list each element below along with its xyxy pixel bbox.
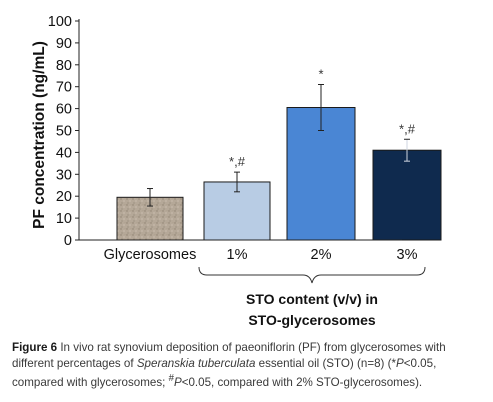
caption-p-value-2: P xyxy=(173,375,182,389)
y-tick-label: 90 xyxy=(56,36,72,52)
bar-chart: PF concentration (ng/mL) 0 10 20 30 40 50 60 70… xyxy=(31,14,442,328)
y-tick-label: 80 xyxy=(56,58,72,74)
bar xyxy=(372,149,442,241)
x-tick-label: 2% xyxy=(311,247,332,263)
significance-label: * xyxy=(318,67,323,82)
y-tick-label: 30 xyxy=(56,167,72,183)
x-axis-ticks: Glycerosomes 1% 2% 3% xyxy=(104,247,418,263)
y-tick-label: 20 xyxy=(56,189,72,205)
x-tick-label: 3% xyxy=(397,247,418,263)
significance-label: *,# xyxy=(399,121,416,136)
group-label-line1: STO content (v/v) in xyxy=(246,291,378,307)
caption-text-1: In vivo rat synovium deposition of paeon… xyxy=(12,341,446,370)
y-tick-label: 50 xyxy=(56,124,72,140)
x-tick-label: Glycerosomes xyxy=(104,247,197,263)
y-tick-label: 0 xyxy=(64,233,72,249)
caption-text-2: essential oil (STO) (n=8) (* xyxy=(255,356,396,370)
figure-label: Figure 6 xyxy=(12,341,58,354)
y-axis-label: PF concentration (ng/mL) xyxy=(31,41,48,229)
figure-caption: Figure 6 In vivo rat synovium deposition… xyxy=(12,340,486,390)
x-tick-label: 1% xyxy=(227,247,248,263)
y-tick-label: 70 xyxy=(56,80,72,96)
caption-text-4: <0.05, compared with 2% STO-glycerosomes… xyxy=(181,375,423,389)
caption-species: Speranskia tuberculata xyxy=(136,356,256,370)
significance-label: *,# xyxy=(229,154,246,169)
group-bracket xyxy=(198,266,426,284)
caption-text-3: <0.05, compared with glycerosomes; xyxy=(12,356,437,389)
y-tick-label: 60 xyxy=(56,102,72,118)
caption-p-value-1: P xyxy=(396,356,404,370)
y-tick-label: 100 xyxy=(48,14,72,30)
y-tick-label: 40 xyxy=(56,145,72,161)
caption-hash: # xyxy=(168,373,174,384)
group-label-line2: STO-glycerosomes xyxy=(248,312,376,328)
bars: *,# * *,# xyxy=(116,67,442,241)
y-axis-ticks: 0 10 20 30 40 50 60 70 80 90 100 xyxy=(48,14,79,249)
y-tick-label: 10 xyxy=(56,211,72,227)
